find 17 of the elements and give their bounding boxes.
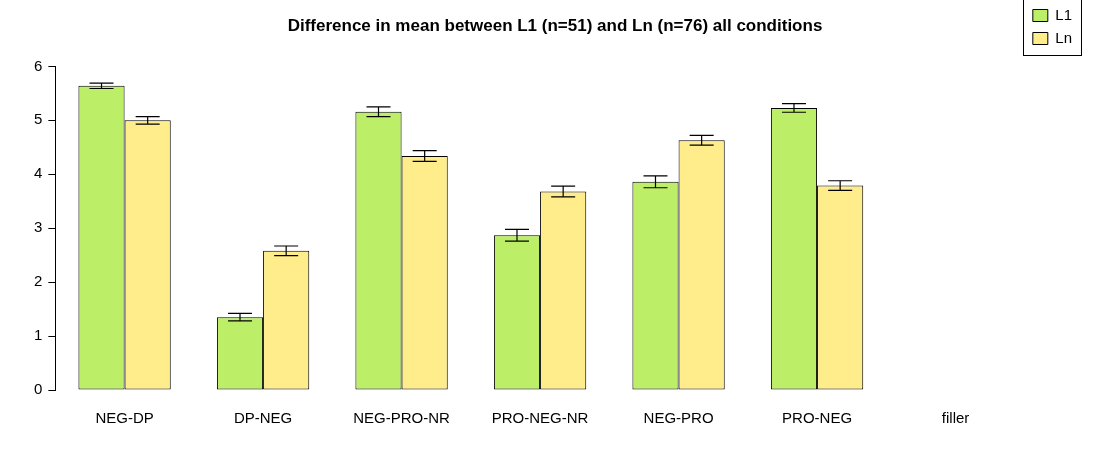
y-tick-label: 1 [34, 326, 43, 344]
x-tick-label: NEG-PRO [643, 409, 714, 427]
y-tick-label: 3 [34, 218, 43, 236]
legend-label: L1 [1055, 5, 1072, 23]
y-tick-label: 2 [34, 272, 43, 290]
y-tick-label: 5 [34, 110, 43, 128]
x-tick-label: PRO-NEG-NR [491, 409, 589, 427]
x-tick-label: NEG-DP [95, 409, 154, 427]
y-tick-label: 6 [34, 56, 43, 74]
y-tick-label: 0 [34, 380, 43, 398]
x-tick-label: DP-NEG [233, 409, 293, 427]
chart-title: Difference in mean between L1 (n=51) and Ln (n=76) all conditions [287, 15, 823, 35]
x-tick-label: filler [941, 409, 970, 427]
x-tick-label: PRO-NEG [782, 409, 853, 427]
y-tick-label: 4 [34, 164, 43, 182]
legend-label: Ln [1055, 28, 1072, 46]
x-tick-label: NEG-PRO-NR [353, 409, 451, 427]
